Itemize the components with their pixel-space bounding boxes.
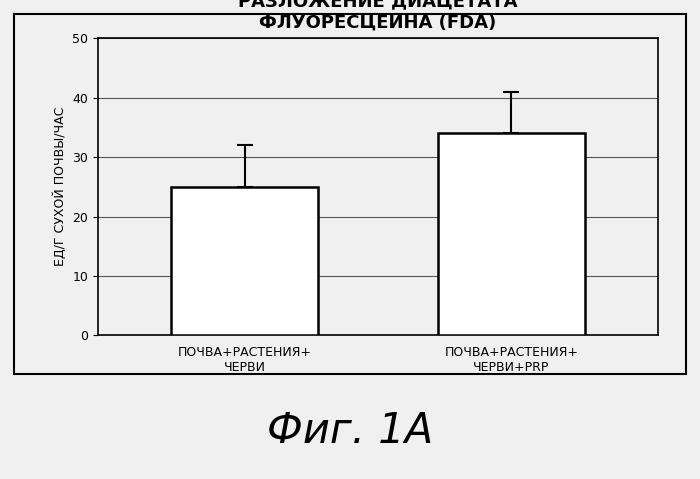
Bar xyxy=(438,133,584,335)
Text: Фиг. 1А: Фиг. 1А xyxy=(267,410,433,452)
Y-axis label: ЕД/Г СУХОЙ ПОЧВЫ/ЧАС: ЕД/Г СУХОЙ ПОЧВЫ/ЧАС xyxy=(53,107,66,266)
Bar xyxy=(172,187,318,335)
Title: РАЗЛОЖЕНИЕ ДИАЦЕТАТА
ФЛУОРЕСЦЕИНА (FDA): РАЗЛОЖЕНИЕ ДИАЦЕТАТА ФЛУОРЕСЦЕИНА (FDA) xyxy=(238,0,518,31)
